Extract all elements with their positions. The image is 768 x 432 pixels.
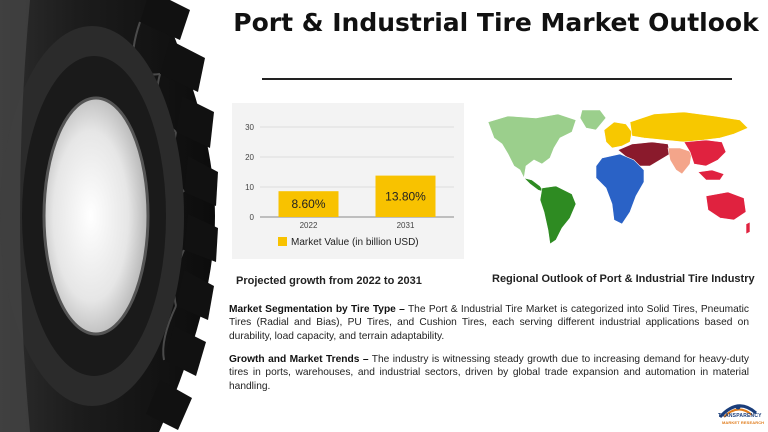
y-tick-label: 30 (245, 123, 254, 132)
bar-chart-svg: 0 10 20 30 8.60% 2022 13.80% 2031 Market Value (… (245, 123, 454, 248)
world-map (484, 108, 754, 250)
map-region-east-asia (683, 139, 727, 167)
map-region-greenland (579, 109, 607, 131)
paragraph-heading: Growth and Market Trends – (229, 354, 369, 365)
bar-2031 (375, 175, 436, 217)
legend-swatch (278, 237, 287, 246)
chart-caption: Projected growth from 2022 to 2031 (236, 275, 422, 287)
paragraph-segmentation: Market Segmentation by Tire Type – The P… (229, 303, 749, 343)
page-title: Port & Industrial Tire Market Outlook (233, 8, 759, 37)
bar-data-label: 8.60% (291, 197, 325, 211)
logo-subtext: MARKET RESEARCH (722, 420, 765, 425)
map-region-south-asia (667, 147, 693, 175)
bar-2022 (278, 191, 339, 217)
map-region-europe (603, 121, 633, 149)
y-tick-label: 0 (250, 213, 255, 222)
map-region-russia-asia (629, 111, 749, 143)
paragraph-text: The industry is witnessing steady growth… (229, 354, 749, 392)
brand-logo-icon (718, 404, 757, 419)
world-map-svg (487, 109, 751, 245)
tire-illustration (0, 0, 220, 432)
y-tick-label: 10 (245, 183, 254, 192)
tire-image (0, 0, 220, 432)
x-tick-label: 2022 (300, 221, 318, 230)
map-region-south-america (539, 185, 577, 245)
logo-text: TRANSPARENCY (718, 413, 762, 419)
map-region-new-zealand (745, 221, 751, 235)
paragraph-growth: Growth and Market Trends – The industry … (229, 353, 749, 393)
map-region-oceania (705, 191, 747, 221)
map-region-north-america (487, 113, 577, 179)
title-divider (262, 78, 732, 80)
map-region-africa (595, 153, 645, 225)
paragraph-text: The Port & Industrial Tire Market is cat… (229, 304, 749, 342)
y-tick-label: 20 (245, 153, 254, 162)
x-tick-label: 2031 (397, 221, 415, 230)
legend-label: Market Value (in billion USD) (291, 237, 419, 248)
bar-chart: 0 10 20 30 8.60% 2022 13.80% 2031 Market Value (… (232, 103, 464, 259)
map-region-southeast-asia (697, 169, 725, 181)
bar-data-label: 13.80% (385, 189, 426, 203)
map-region-central-america (523, 177, 545, 193)
map-caption: Regional Outlook of Port & Industrial Ti… (492, 273, 755, 285)
paragraph-heading: Market Segmentation by Tire Type – (229, 304, 405, 315)
